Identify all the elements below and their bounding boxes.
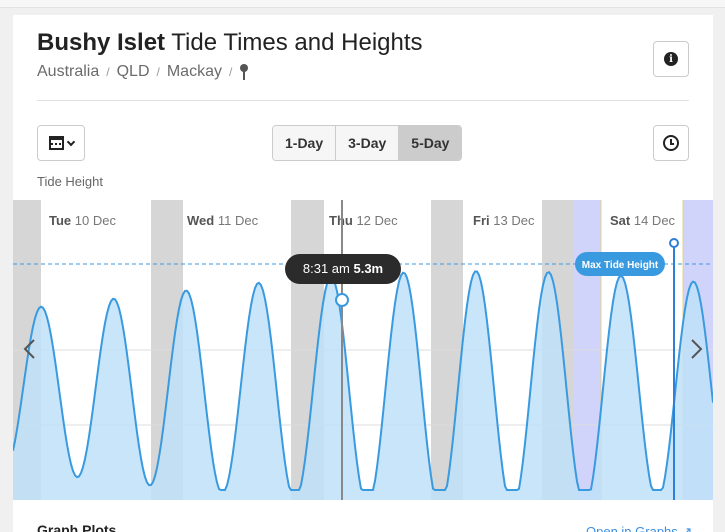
breadcrumb-item-country[interactable]: Australia — [37, 63, 100, 80]
day-label: Fri 13 Dec — [473, 213, 535, 228]
breadcrumb-separator: / — [106, 65, 110, 79]
calendar-dropdown-button[interactable] — [37, 125, 85, 161]
tooltip-bubble — [285, 254, 401, 284]
breadcrumb-separator: / — [156, 65, 160, 79]
day-label: Wed 11 Dec — [187, 213, 259, 228]
max-tide-badge — [575, 252, 665, 276]
open-in-graphs-link[interactable]: Open in Graphs ↗ — [586, 524, 693, 532]
day-label: Thu 12 Dec — [329, 213, 398, 228]
map-pin-icon[interactable] — [239, 64, 249, 80]
clock-button[interactable] — [653, 125, 689, 161]
title-suffix: Tide Times and Heights — [171, 29, 423, 56]
day-label: Tue 10 Dec — [49, 213, 116, 228]
breadcrumb-item-city[interactable]: Mackay — [166, 63, 222, 80]
tide-height-label: Tide Height — [37, 174, 103, 189]
page-title: Bushy Islet Tide Times and Heights — [37, 29, 423, 57]
header-divider — [37, 100, 689, 101]
tide-line — [13, 270, 713, 491]
day-range-tabs: 1-Day 3-Day 5-Day — [272, 125, 463, 161]
calendar-icon — [48, 136, 64, 150]
tide-chart[interactable]: Tue 10 Dec Wed 11 Dec Thu 12 Dec Fri 13 … — [13, 200, 713, 500]
graph-plots-heading: Graph Plots — [37, 522, 117, 532]
day-label: Sat 14 Dec — [610, 213, 676, 228]
browser-top-strip — [0, 0, 725, 8]
info-icon: i — [664, 52, 678, 66]
tooltip-text: 8:31 am 5.3m — [303, 261, 383, 276]
breadcrumb-item-state[interactable]: QLD — [116, 63, 150, 80]
previous-arrow-icon[interactable] — [23, 339, 35, 359]
breadcrumb-separator: / — [228, 65, 233, 79]
max-tide-badge-text: Max Tide Height — [582, 260, 659, 271]
chevron-down-icon — [66, 137, 75, 146]
next-arrow-icon[interactable] — [691, 339, 703, 359]
tide-chart-svg: Tue 10 Dec Wed 11 Dec Thu 12 Dec Fri 13 … — [13, 200, 713, 500]
clock-icon — [663, 135, 679, 151]
tab-5-day[interactable]: 5-Day — [399, 126, 462, 160]
info-button[interactable]: i — [653, 41, 689, 77]
tide-card: Bushy Islet Tide Times and Heights Austr… — [13, 15, 713, 532]
max-tide-marker — [669, 238, 679, 248]
tab-3-day[interactable]: 3-Day — [336, 126, 400, 160]
cursor-marker — [335, 293, 349, 307]
title-location: Bushy Islet — [37, 29, 166, 56]
tab-1-day[interactable]: 1-Day — [273, 126, 337, 160]
tide-area — [13, 271, 713, 500]
breadcrumb: Australia / QLD / Mackay / — [37, 63, 249, 81]
